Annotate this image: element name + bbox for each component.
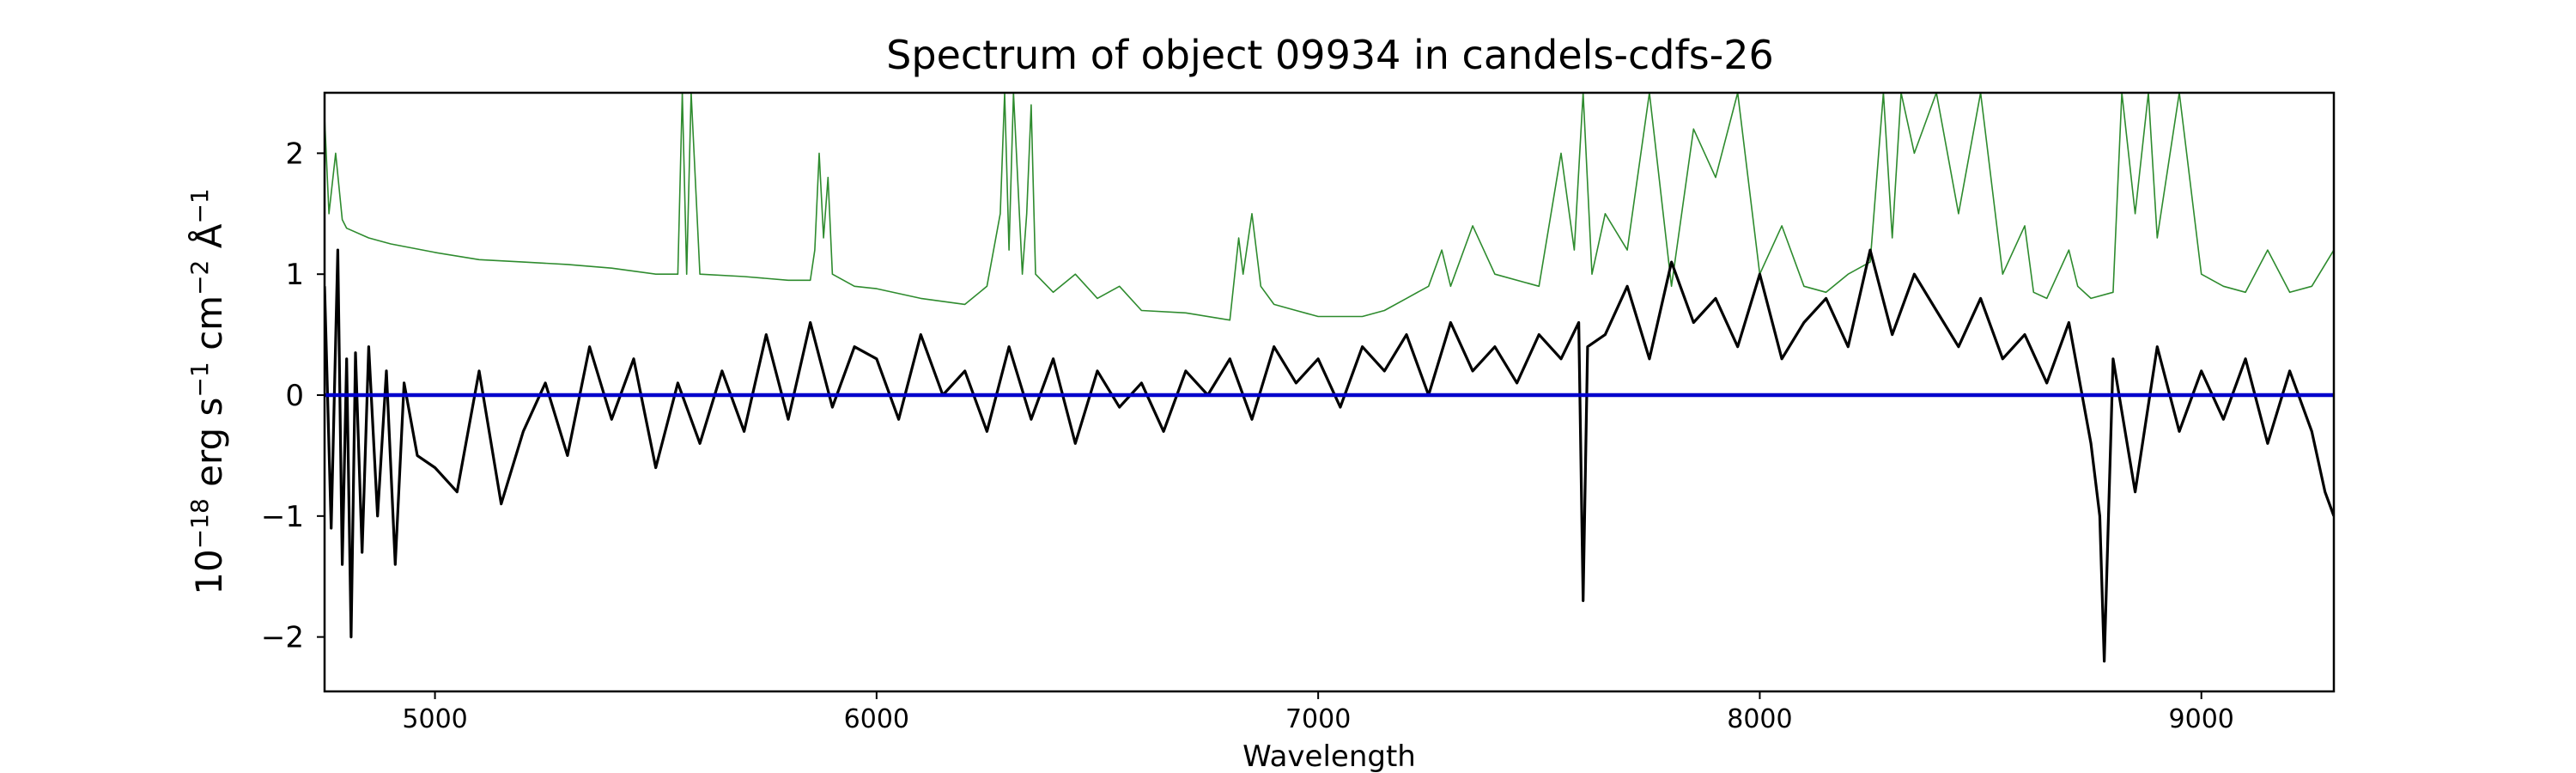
plot-frame xyxy=(323,91,2336,693)
x-tick-label: 6000 xyxy=(844,704,909,734)
y-tick-label: 1 xyxy=(285,258,304,292)
y-tick-label: 2 xyxy=(285,137,304,171)
x-axis: 5000 6000 7000 8000 9000 xyxy=(402,691,2234,734)
plot-area xyxy=(323,91,2336,693)
y-axis: −2 −1 0 1 2 xyxy=(261,137,325,655)
y-tick-label: −1 xyxy=(261,500,304,534)
x-tick-label: 5000 xyxy=(402,704,467,734)
y-axis-label: 10−18 erg s−1 cm−2 Å−1 xyxy=(185,188,231,594)
x-axis-label: Wavelength xyxy=(1242,740,1416,773)
error-series-line xyxy=(325,93,2334,321)
y-tick-label: 0 xyxy=(285,379,304,413)
x-tick-label: 9000 xyxy=(2169,704,2234,734)
chart-title: Spectrum of object 09934 in candels-cdfs… xyxy=(886,32,1774,78)
x-tick-label: 7000 xyxy=(1285,704,1351,734)
flux-series-line xyxy=(325,248,2334,663)
x-tick-label: 8000 xyxy=(1727,704,1792,734)
y-tick-label: −2 xyxy=(261,621,304,655)
